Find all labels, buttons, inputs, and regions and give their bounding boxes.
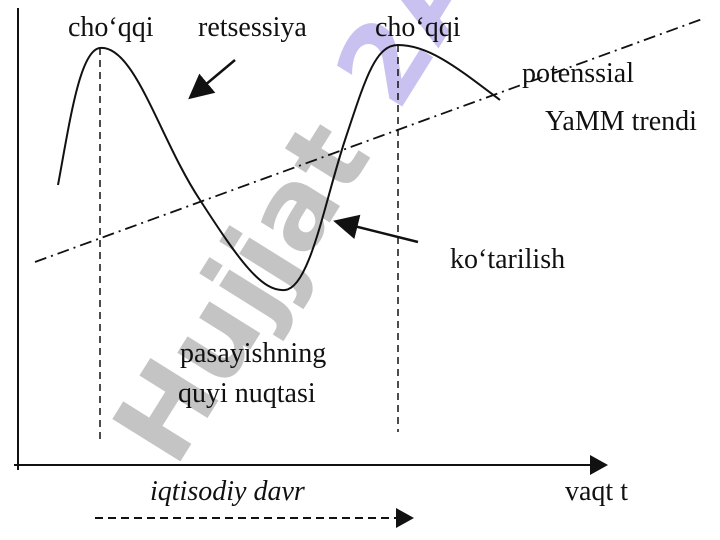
- peak-label: cho‘qqi: [68, 12, 154, 43]
- trend-label: YaMM trendi: [545, 106, 697, 137]
- cycle-label: iqtisodiy davr: [150, 476, 305, 507]
- trend-line: [34, 17, 706, 263]
- recession-arrow: [188, 59, 236, 100]
- trough-label: quyi nuqtasi: [178, 378, 316, 409]
- x-axis-arrow: [590, 455, 608, 475]
- cycle-arrow-head: [396, 508, 414, 528]
- trend-label: potenssial: [522, 58, 634, 89]
- recession-label: retsessiya: [198, 12, 307, 43]
- trough-label: pasayishning: [180, 338, 326, 369]
- peak-label: cho‘qqi: [375, 12, 461, 43]
- expansion-arrow: [333, 214, 419, 244]
- x-axis-label: vaqt t: [565, 476, 628, 507]
- expansion-label: ko‘tarilish: [450, 244, 565, 275]
